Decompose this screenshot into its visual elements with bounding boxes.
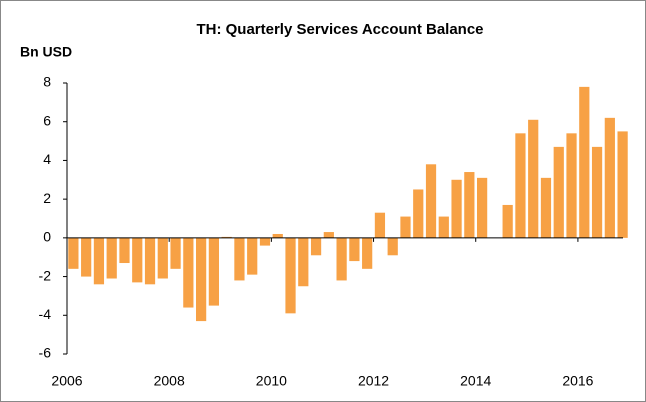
y-tick-label: 6 xyxy=(43,112,51,128)
bar xyxy=(132,237,143,283)
y-tick-label: 0 xyxy=(43,229,51,245)
bar xyxy=(81,237,92,277)
bar xyxy=(400,216,411,238)
bar xyxy=(310,237,322,256)
bar xyxy=(528,119,539,238)
bar xyxy=(183,237,194,308)
bar xyxy=(336,237,347,281)
bar xyxy=(349,237,360,262)
x-tick-label: 2006 xyxy=(51,373,82,389)
x-tick-label: 2008 xyxy=(154,373,185,389)
bar xyxy=(234,237,245,281)
y-tick-label: -2 xyxy=(39,267,52,283)
bar xyxy=(170,237,181,269)
bar xyxy=(247,237,258,275)
bar xyxy=(157,237,168,279)
x-tick-label: 2010 xyxy=(256,373,287,389)
bar xyxy=(566,133,577,238)
bar xyxy=(451,179,462,238)
bar xyxy=(540,177,552,238)
bar xyxy=(604,117,615,238)
bar xyxy=(425,164,437,238)
bar xyxy=(464,172,475,238)
bar xyxy=(272,233,283,238)
bar xyxy=(285,237,296,314)
bar xyxy=(374,212,386,238)
x-tick-label: 2012 xyxy=(358,373,389,389)
y-axis-label: Bn USD xyxy=(20,44,72,60)
y-tick-label: -4 xyxy=(39,306,52,322)
y-tick-label: 8 xyxy=(43,74,51,90)
y-tick-label: 4 xyxy=(43,151,51,167)
bar xyxy=(515,133,526,238)
bar xyxy=(553,146,564,238)
chart-title: TH: Quarterly Services Account Balance xyxy=(196,21,483,38)
bar xyxy=(362,237,373,269)
bar xyxy=(438,216,449,238)
y-tick-label: 2 xyxy=(43,190,51,206)
bar xyxy=(196,237,207,322)
bar xyxy=(106,237,117,279)
x-tick-label: 2016 xyxy=(562,373,593,389)
bar xyxy=(259,237,271,246)
bar xyxy=(617,131,628,238)
bar xyxy=(477,177,488,238)
bar xyxy=(323,232,334,238)
bar xyxy=(144,237,156,285)
y-tick-label: -6 xyxy=(39,345,52,361)
bar xyxy=(502,204,513,238)
bar xyxy=(68,237,79,269)
x-tick-label: 2014 xyxy=(460,373,491,389)
bar xyxy=(387,237,398,256)
bar xyxy=(208,237,219,306)
bar xyxy=(93,237,105,285)
bar xyxy=(298,237,309,287)
bar xyxy=(579,86,590,238)
bar xyxy=(591,146,603,238)
bar xyxy=(119,237,130,264)
bar xyxy=(413,189,424,238)
